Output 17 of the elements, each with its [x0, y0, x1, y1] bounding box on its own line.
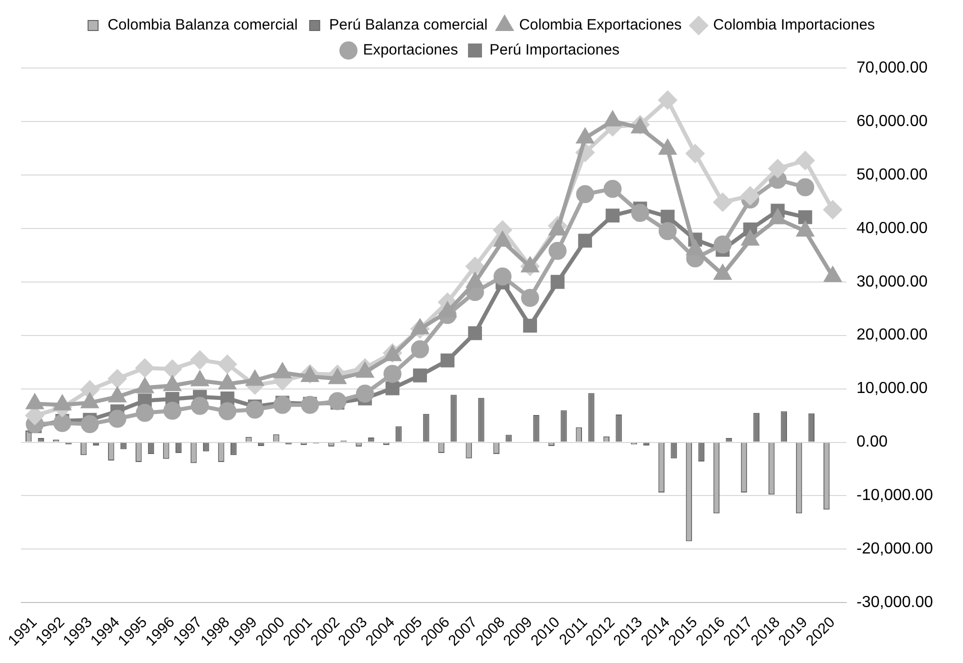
y-tick-label: 60,000.00 — [856, 112, 928, 130]
y-tick-label: -20,000.00 — [856, 540, 934, 558]
legend-label: Colombia Importaciones — [713, 16, 875, 34]
y-tick-label: 10,000.00 — [856, 380, 928, 398]
legend-label: Perú Importaciones — [489, 42, 620, 59]
y-tick-label: -10,000.00 — [856, 487, 934, 504]
y-tick-label: 20,000.00 — [856, 326, 928, 344]
legend-label: Colombia Balanza comercial — [108, 16, 298, 34]
legend-label: Colombia Exportaciones — [519, 16, 682, 34]
y-tick-label: 70,000.00 — [856, 59, 928, 76]
y-tick-label: 40,000.00 — [856, 220, 928, 237]
y-tick-label: 0.00 — [856, 434, 888, 451]
y-tick-label: 50,000.00 — [856, 166, 928, 184]
y-tick-label: 30,000.00 — [856, 273, 928, 290]
legend-label: Exportaciones — [362, 42, 458, 59]
legend-label: Perú Balanza comercial — [329, 16, 488, 34]
y-tick-label: -30,000.00 — [856, 594, 934, 612]
